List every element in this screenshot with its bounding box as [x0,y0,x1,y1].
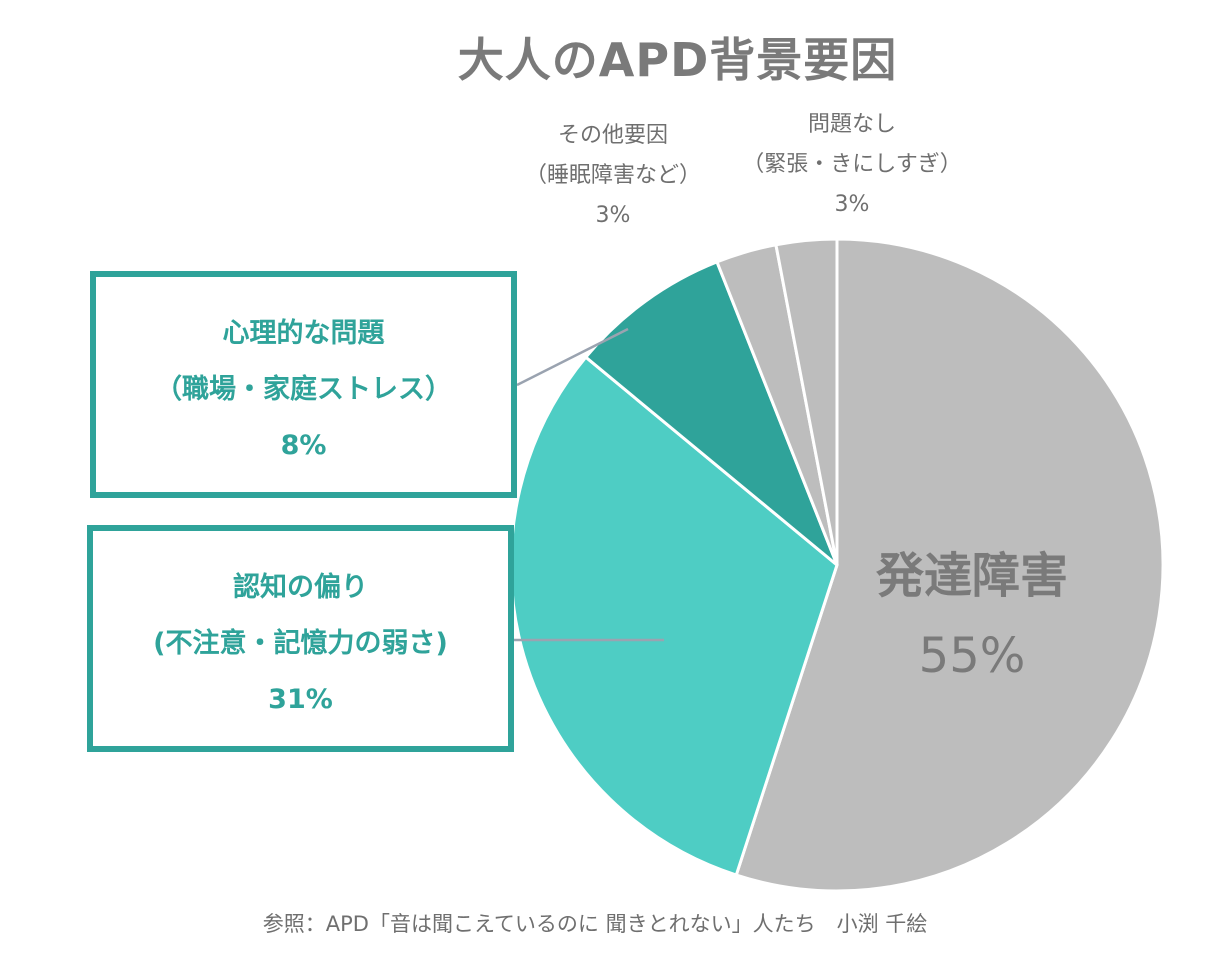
slice-cognitive [509,355,839,877]
label-other-factors: その他要因 （睡眠障害など） 3% [498,116,728,236]
callout-cognitive-percent: 31% [268,684,333,715]
chart-title: 大人のAPD背景要因 [457,33,898,87]
callout-cognitive-line2: (不注意・記憶力の弱さ) [153,628,448,659]
label-other-factors-line2: （睡眠障害など） [524,163,701,188]
callout-psychological-line1: 心理的な問題 [222,318,385,349]
label-no-problem-line2: （緊張・きにしすぎ） [742,152,962,177]
callout-cognitive: 認知の偏り (不注意・記憶力の弱さ) 31% [87,525,514,752]
label-no-problem: 問題なし （緊張・きにしすぎ） 3% [712,105,992,225]
callout-psychological-line2: （職場・家庭ストレス） [155,374,452,405]
label-no-problem-line1: 問題なし [807,112,896,137]
label-no-problem-percent: 3% [834,192,870,217]
callout-cognitive-line1: 認知の偏り [233,572,368,603]
label-other-factors-line1: その他要因 [557,123,668,148]
slice-psychological [583,259,839,567]
slice-percent-developmental: 55% [919,628,1026,684]
slice-label-developmental: 発達障害 [876,548,1068,604]
slice-developmental [734,237,1165,893]
callout-psychological: 心理的な問題 （職場・家庭ストレス） 8% [90,271,517,498]
slice-no-problem [774,237,839,566]
pie-slices [509,237,1165,893]
leader-line-psych [516,327,629,387]
label-other-factors-percent: 3% [595,203,631,228]
leader-lines [513,327,664,642]
source-citation: 参照：APD「音は聞こえているのに 聞きとれない」人たち 小渕 千絵 [262,912,928,936]
callout-psychological-percent: 8% [280,430,327,461]
